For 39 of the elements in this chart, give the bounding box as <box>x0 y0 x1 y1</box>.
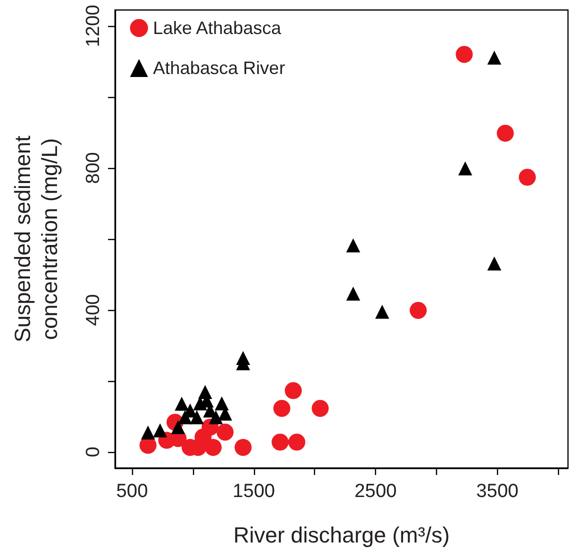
point <box>312 400 329 417</box>
x-tick-label: 500 <box>116 481 148 502</box>
point <box>346 238 360 252</box>
point <box>216 424 234 441</box>
point <box>236 350 250 365</box>
point <box>273 400 290 417</box>
point <box>496 124 514 142</box>
x-tick-label: 3500 <box>476 481 519 502</box>
x-tick-label: 2500 <box>354 481 397 502</box>
point <box>234 438 252 456</box>
y-axis-title: Suspended sediment concentration (mg/L) <box>10 136 62 342</box>
x-tick-label: 1500 <box>232 481 275 502</box>
point <box>458 161 472 176</box>
legend-label: Lake Athabasca <box>153 18 282 38</box>
point <box>178 410 192 424</box>
y-tick-label: 1200 <box>83 4 104 48</box>
point <box>288 434 306 451</box>
x-axis-title: River discharge (m³/s) <box>233 522 450 548</box>
point <box>456 46 473 63</box>
y-tick-label: 400 <box>83 294 104 326</box>
point <box>375 304 390 319</box>
point <box>153 423 168 438</box>
point <box>410 302 427 319</box>
point <box>284 382 302 400</box>
point <box>272 434 289 451</box>
point <box>171 420 186 434</box>
point <box>214 396 229 410</box>
point <box>208 410 223 424</box>
y-tick-label: 0 <box>83 446 104 458</box>
point <box>204 438 222 456</box>
point <box>487 256 502 270</box>
point <box>190 410 204 424</box>
legend-label: Athabasca River <box>153 58 286 78</box>
y-tick-label: 800 <box>83 152 104 184</box>
point <box>141 425 155 440</box>
point <box>487 50 502 65</box>
point <box>174 396 189 411</box>
point <box>346 286 360 301</box>
point <box>518 168 536 186</box>
